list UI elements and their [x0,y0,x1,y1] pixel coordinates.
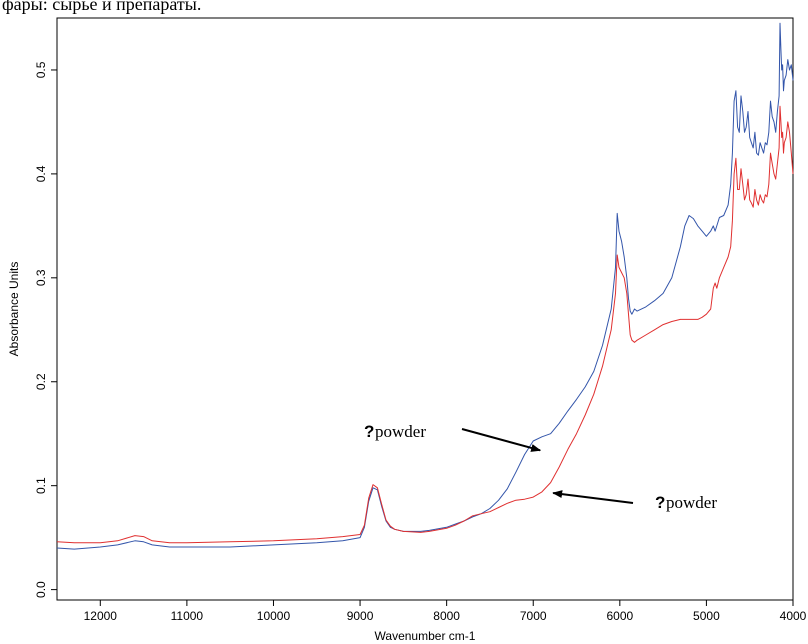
cropped-header-text: фары: сырье и препараты. [2,0,202,14]
series-line-2 [56,105,794,544]
x-tick-label: 4000 [780,609,807,623]
y-axis-label: Absorbance Units [7,262,21,357]
annotation-arrow [552,490,634,504]
series-line-1 [56,22,794,550]
x-tick-label: 12000 [84,609,118,623]
annotation-marker: ? [364,422,374,441]
annotation-label: powder [375,422,426,441]
x-axis-ticks: 12000 11000 10000 9000 8000 7000 6000 5000 4000 [84,600,807,623]
x-tick-label: 7000 [520,609,547,623]
x-tick-label: 5000 [693,609,720,623]
y-tick-label: 0.1 [34,477,48,494]
x-tick-label: 6000 [606,609,633,623]
annotation-label: powder [666,493,717,512]
x-axis-label: Wavenumber cm-1 [375,629,476,643]
annotation-arrow [461,428,542,452]
annotation-marker: ? [655,493,665,512]
y-tick-label: 0.5 [34,61,48,78]
y-tick-label: 0.0 [34,581,48,598]
x-tick-label: 11000 [171,609,204,623]
x-tick-label: 8000 [433,609,460,623]
x-tick-label: 10000 [257,609,291,623]
series-layer [56,22,794,550]
x-tick-label: 9000 [347,609,374,623]
y-tick-label: 0.4 [34,165,48,182]
plot-frame [56,17,794,601]
y-tick-label: 0.2 [34,373,48,390]
y-tick-label: 0.3 [34,269,48,286]
y-axis-ticks: 0.0 0.1 0.2 0.3 0.4 0.5 [34,61,57,598]
annotation-layer: ? powder? powder [364,422,717,512]
